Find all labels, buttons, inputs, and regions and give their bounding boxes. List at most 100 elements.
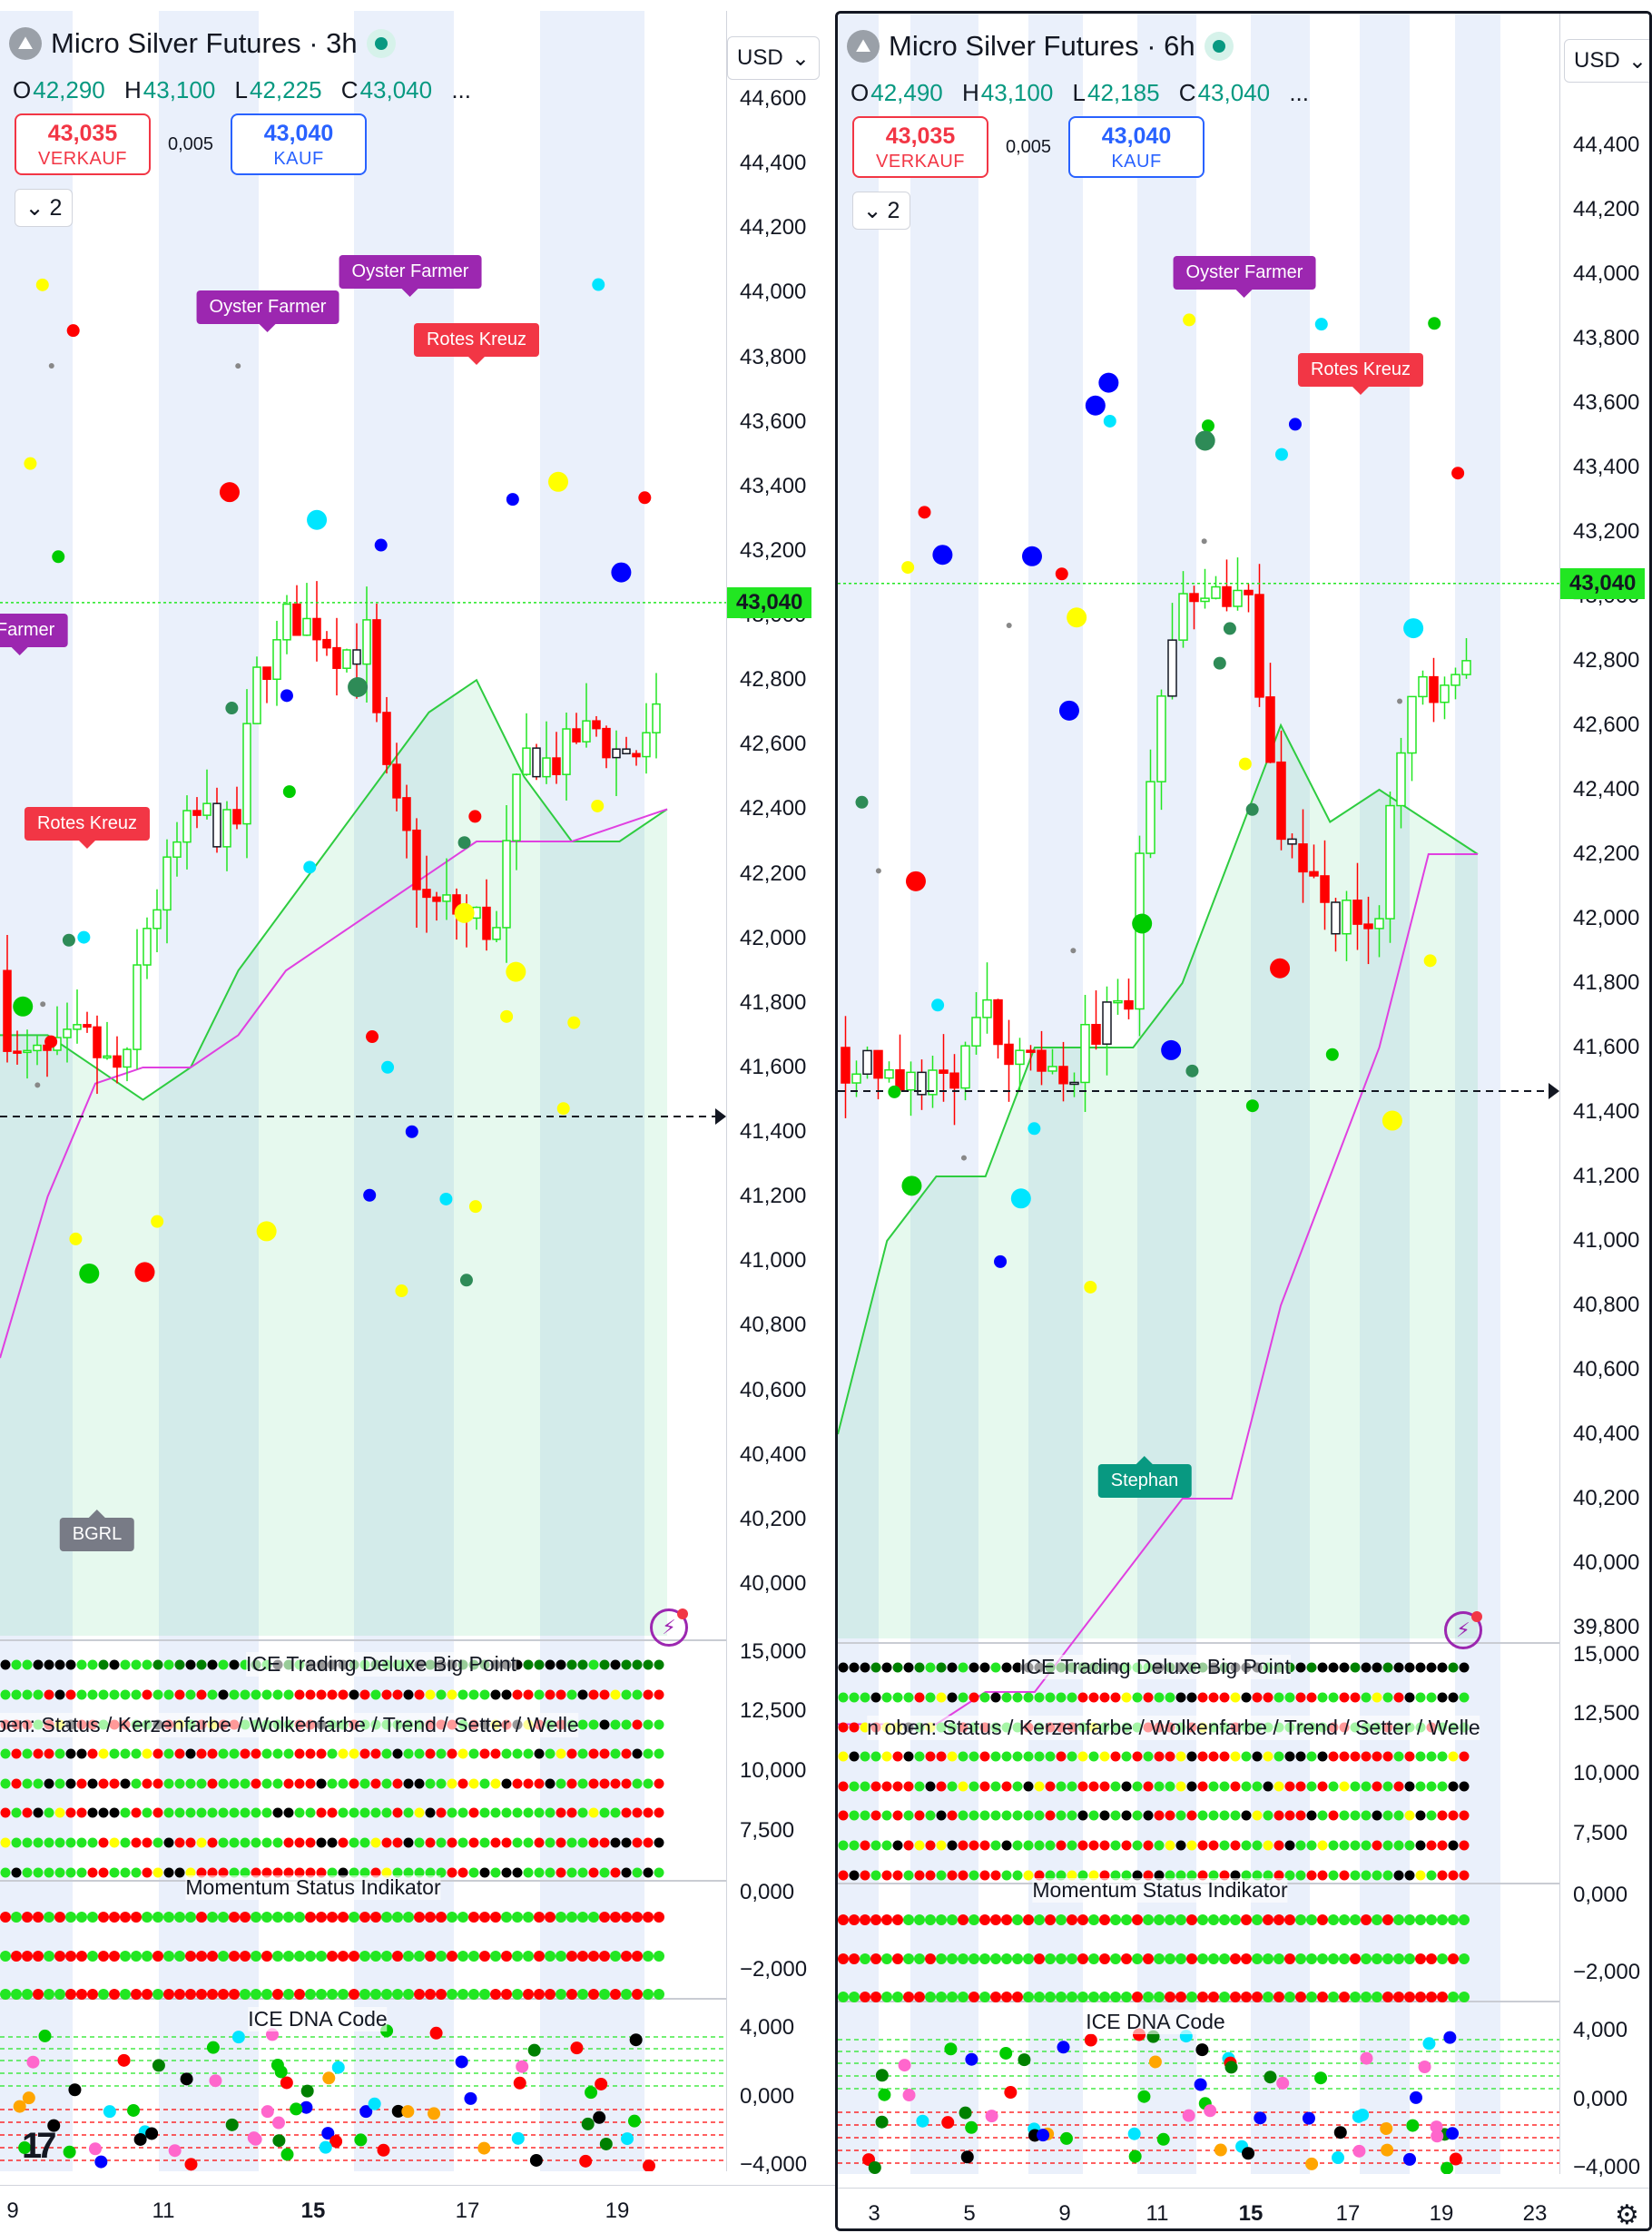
momentum-dot <box>436 1951 447 1962</box>
signal-label[interactable]: Stephan <box>1097 1456 1192 1499</box>
momentum-dot <box>1426 1953 1437 1964</box>
momentum-dot <box>632 1951 643 1962</box>
sell-button[interactable]: 43,035 VERKAUF <box>852 116 988 178</box>
indicators-collapse-button[interactable]: ⌄ 2 <box>852 192 910 230</box>
momentum-dot <box>643 1951 654 1962</box>
currency-select[interactable]: USD ⌄ <box>1564 39 1649 83</box>
status-dot <box>1045 1781 1056 1792</box>
status-dot <box>936 1810 947 1821</box>
price-plot-area[interactable]: ⛰ Micro Silver Futures · 6h O42,490 H43,… <box>838 14 1559 2174</box>
momentum-dot <box>1284 1953 1295 1964</box>
time-axis[interactable]: 9 11 15 17 19 <box>0 2185 835 2233</box>
price-tick-label: 44,200 <box>740 215 807 241</box>
signal-label[interactable]: r Farmer <box>0 613 68 655</box>
momentum-dot <box>1077 1953 1088 1964</box>
buy-button[interactable]: 43,040 KAUF <box>1068 116 1205 178</box>
status-dot <box>207 1689 218 1700</box>
status-dot <box>1197 1810 1208 1821</box>
candle-body <box>1331 901 1341 935</box>
candle-body <box>1309 871 1319 877</box>
signal-dot <box>307 509 328 530</box>
candle-body <box>1429 675 1439 703</box>
status-dot <box>11 1837 22 1848</box>
status-dot <box>990 1810 1001 1821</box>
status-dot <box>33 1659 44 1670</box>
signal-label[interactable]: Oyster Farmer <box>196 290 339 333</box>
signal-label[interactable]: Rotes Kreuz <box>413 322 540 365</box>
status-dot <box>849 1722 860 1733</box>
momentum-dot <box>229 1912 240 1923</box>
momentum-dot <box>1448 1953 1459 1964</box>
chart-title[interactable]: Micro Silver Futures · 3h <box>51 27 358 59</box>
indicator-tick-label: 0,000 <box>740 2084 795 2109</box>
status-dot <box>621 1867 632 1878</box>
status-dot <box>1110 1840 1121 1851</box>
status-dot <box>294 1778 305 1789</box>
status-dot <box>1372 1751 1382 1762</box>
indicators-collapse-button[interactable]: ⌄ 2 <box>15 189 73 227</box>
momentum-dot <box>196 1912 207 1923</box>
price-tick-label: 43,200 <box>740 537 807 563</box>
dna-dot <box>570 2041 584 2055</box>
dna-dot <box>47 2119 61 2132</box>
signal-label[interactable]: Rotes Kreuz <box>1297 352 1424 395</box>
momentum-dot <box>1219 1953 1230 1964</box>
momentum-dot <box>185 1951 196 1962</box>
status-dot <box>1175 1810 1186 1821</box>
chart-panel-6h[interactable]: ⛰ Micro Silver Futures · 6h O42,490 H43,… <box>835 11 1652 2231</box>
signal-dot <box>1270 958 1291 979</box>
price-axis[interactable]: USD ⌄ 44,600 44,400 44,200 44,000 43,800 43,60… <box>726 11 835 2177</box>
status-dot <box>1045 1751 1056 1762</box>
status-dot <box>1143 1810 1154 1821</box>
momentum-dot <box>979 1953 990 1964</box>
momentum-dot <box>838 1953 849 1964</box>
arrow-right-icon <box>715 1108 726 1125</box>
momentum-dot <box>261 1951 272 1962</box>
momentum-dot <box>65 1989 76 2000</box>
sell-button[interactable]: 43,035 VERKAUF <box>15 113 151 175</box>
alert-bolt-icon[interactable]: ⚡ <box>1444 1611 1482 1649</box>
signal-label[interactable]: Oyster Farmer <box>1173 256 1316 298</box>
buy-button[interactable]: 43,040 KAUF <box>231 113 367 175</box>
status-dot <box>1306 1662 1317 1673</box>
signal-dot <box>235 363 241 369</box>
signal-dot <box>506 961 526 982</box>
status-dot <box>849 1662 860 1673</box>
status-dot <box>120 1837 131 1848</box>
price-tick-label: 40,200 <box>1573 1486 1640 1510</box>
momentum-dot <box>316 1951 327 1962</box>
time-axis[interactable]: ⚙ 3 5 9 11 15 17 19 23 <box>838 2188 1649 2230</box>
status-dot <box>76 1867 87 1878</box>
momentum-dot <box>251 1951 261 1962</box>
status-dot <box>196 1778 207 1789</box>
candle-body <box>143 928 152 966</box>
settings-gear-icon[interactable]: ⚙ <box>1615 2200 1639 2230</box>
status-dot <box>577 1748 588 1759</box>
status-dot <box>468 1807 479 1818</box>
chart-panel-3h[interactable]: ⛰ Micro Silver Futures · 3h O42,290 H43,… <box>0 11 835 2233</box>
status-dot <box>534 1689 545 1700</box>
status-dot <box>283 1689 294 1700</box>
signal-label[interactable]: BGRL <box>59 1509 135 1551</box>
alert-bolt-icon[interactable]: ⚡ <box>650 1608 688 1647</box>
price-plot-area[interactable]: ⛰ Micro Silver Futures · 3h O42,290 H43,… <box>0 11 726 2171</box>
status-dot <box>566 1807 577 1818</box>
status-dot <box>969 1751 979 1762</box>
price-tick-label: 43,800 <box>740 344 807 369</box>
chart-title[interactable]: Micro Silver Futures · 6h <box>889 30 1195 62</box>
candle-body <box>402 797 411 831</box>
status-dot <box>654 1659 664 1670</box>
price-axis[interactable]: USD ⌄ 44,400 44,200 44,000 43,800 43,600 43,40… <box>1559 14 1649 2179</box>
indicator-tick-label: −4,000 <box>1573 2155 1641 2179</box>
dna-dot <box>1409 2090 1422 2104</box>
currency-select[interactable]: USD ⌄ <box>727 36 820 80</box>
signal-label[interactable]: Rotes Kreuz <box>24 807 151 850</box>
momentum-dot <box>849 1992 860 2002</box>
signal-dot <box>638 491 652 505</box>
signal-label[interactable]: Oyster Farmer <box>339 255 482 298</box>
status-dot <box>65 1748 76 1759</box>
status-dot <box>1056 1840 1067 1851</box>
price-tick-label: 41,400 <box>740 1119 807 1145</box>
status-dot <box>218 1689 229 1700</box>
status-dot <box>958 1840 969 1851</box>
